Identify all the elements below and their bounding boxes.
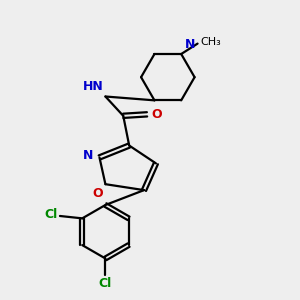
- Text: Cl: Cl: [99, 277, 112, 290]
- Text: CH₃: CH₃: [200, 37, 221, 47]
- Text: O: O: [152, 108, 162, 121]
- Text: HN: HN: [83, 80, 104, 93]
- Text: N: N: [82, 149, 93, 162]
- Text: O: O: [93, 187, 103, 200]
- Text: N: N: [185, 38, 195, 51]
- Text: Cl: Cl: [44, 208, 58, 221]
